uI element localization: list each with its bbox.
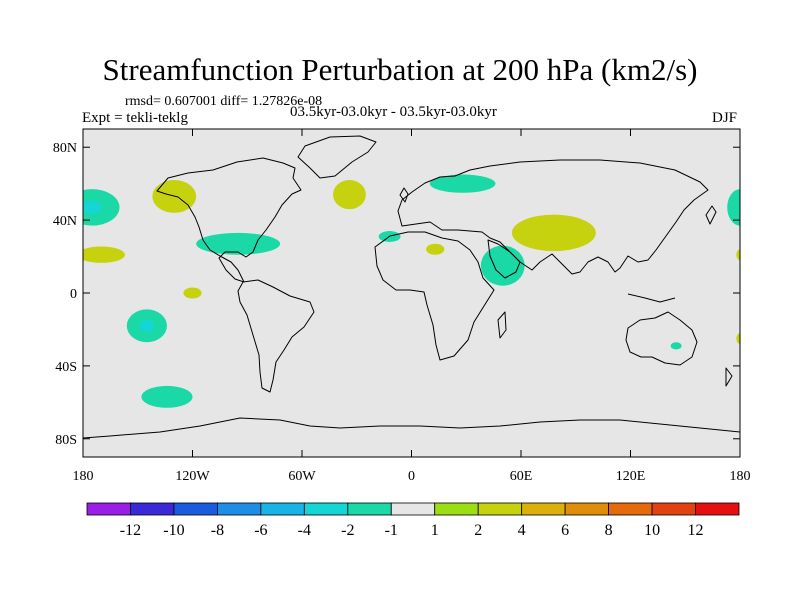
colorbar-label: -8 <box>211 522 224 539</box>
coast-north-america <box>156 157 302 283</box>
colorbar-swatch <box>608 502 653 516</box>
colorbar-swatch <box>695 502 740 516</box>
colorbar-swatch <box>390 502 436 516</box>
colorbar-label: 10 <box>644 522 660 539</box>
colorbar-swatch <box>347 502 392 516</box>
lon-label: 60E <box>510 469 533 484</box>
coast-new-zealand <box>725 367 733 387</box>
season-label: DJF <box>712 110 738 126</box>
colorbar-label: 2 <box>474 522 482 539</box>
coast-greenland <box>297 135 377 179</box>
lat-label: 80S <box>55 433 77 448</box>
colorbar-label: 12 <box>688 522 704 539</box>
anomaly-core-south-pacific <box>139 320 154 332</box>
lon-label: 180 <box>730 469 751 484</box>
colorbar-label: 1 <box>431 522 439 539</box>
lon-label: 120E <box>616 469 646 484</box>
colorbar-label: -6 <box>254 522 267 539</box>
colorbar-label: 8 <box>605 522 613 539</box>
colorbar-swatch <box>260 502 305 516</box>
coast-japan <box>705 205 717 225</box>
map-axes: 80N 40N 0 40S 80S 180 120W 60W 0 60E 120E 180 <box>53 129 751 484</box>
lat-label: 40N <box>53 214 77 229</box>
anomaly-gulf-atlantic <box>196 232 281 255</box>
coast-arabia <box>487 239 521 279</box>
colorbar-swatch <box>564 502 610 516</box>
colorbar-swatch <box>651 502 696 516</box>
chart-title: Streamfunction Perturbation at 200 hPa (… <box>102 52 698 87</box>
colorbar-label: -10 <box>163 522 184 539</box>
colorbar-swatch <box>216 502 262 516</box>
coast-madagascar <box>497 311 507 339</box>
colorbar-label: 4 <box>518 522 526 539</box>
anomaly-central-asia <box>511 214 596 252</box>
map-background <box>83 129 740 457</box>
colorbar-label: -4 <box>298 522 311 539</box>
stats-label: rmsd= 0.607001 diff= 1.27826e-08 <box>125 94 323 109</box>
period-label: 03.5kyr-03.0kyr - 03.5kyr-03.0kyr <box>290 104 497 120</box>
lat-label: 40S <box>55 360 77 375</box>
anomaly-north-pacific-east <box>727 189 740 226</box>
lon-label: 0 <box>408 469 415 484</box>
anomaly-subtropical-pacific-west <box>83 246 125 263</box>
anomaly-eurasia-north <box>429 174 496 193</box>
colorbar: -12 -10 -8 -6 -4 -2 -1 1 2 4 6 8 10 12 <box>86 502 740 539</box>
colorbar-label: 6 <box>561 522 569 539</box>
lon-label: 120W <box>175 469 210 484</box>
coast-antarctica <box>83 417 740 439</box>
coast-africa <box>374 231 495 361</box>
colorbar-label: -2 <box>341 522 354 539</box>
anomaly-australia-east <box>670 342 682 350</box>
colorbar-swatch <box>521 502 566 516</box>
anomaly-core-north-pacific-west <box>83 200 102 214</box>
colorbar-swatch <box>173 502 218 516</box>
colorbar-swatch <box>303 502 349 516</box>
lat-label: 0 <box>70 287 77 302</box>
colorbar-swatch <box>477 502 523 516</box>
anomaly-north-atlantic <box>333 180 366 210</box>
lon-label: 60W <box>288 469 316 484</box>
coast-eurasia <box>397 159 709 275</box>
anomaly-subtropical-pacific-east <box>736 249 740 261</box>
lon-label: 180 <box>73 469 94 484</box>
coast-british-isles <box>399 187 409 203</box>
lat-label: 80N <box>53 141 77 156</box>
colorbar-swatch <box>130 502 175 516</box>
colorbar-label: -12 <box>120 522 141 539</box>
anomaly-southwest-pacific <box>736 333 740 345</box>
colorbar-swatch <box>86 502 131 516</box>
anomaly-southern-ocean-pacific <box>141 385 193 408</box>
colorbar-swatch <box>434 502 479 516</box>
experiment-label: Expt = tekli-teklg <box>82 110 188 126</box>
coast-australia <box>625 311 698 366</box>
colorbar-label: -1 <box>385 522 398 539</box>
coast-indonesia <box>627 293 676 303</box>
anomaly-sahara <box>426 243 445 255</box>
anomaly-east-pacific-equatorial <box>183 287 202 299</box>
coast-south-america <box>237 279 315 393</box>
